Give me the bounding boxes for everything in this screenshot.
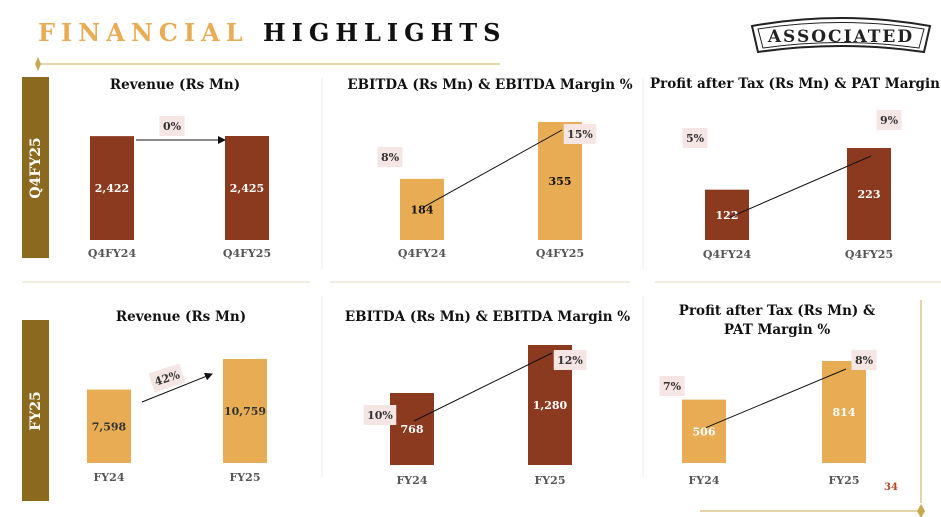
bar-q4fy25 <box>225 136 269 240</box>
margin-label: 12% <box>557 354 583 367</box>
growth-label: 0% <box>163 120 182 133</box>
section-label-fy-text: FY25 <box>27 390 44 431</box>
chart-q4-ebitda: 184 Q4FY24 355 Q4FY25 8% 15% <box>377 122 597 260</box>
page-number: 34 <box>884 482 898 493</box>
chart-fy-pat: 506 FY24 814 FY25 7% 8% <box>659 350 877 487</box>
company-logo: ASSOCIATED <box>750 17 932 54</box>
margin-label: 15% <box>567 128 593 141</box>
bar-value-label: 2,422 <box>95 182 129 195</box>
margin-label-bg <box>682 128 708 148</box>
bar-value-label: 2,425 <box>230 182 264 195</box>
margin-label-group: 12% <box>553 350 587 370</box>
margin-label: 5% <box>686 132 705 145</box>
margin-trend-line <box>728 155 872 219</box>
margin-label: 8% <box>381 151 400 164</box>
bar-q4fy24 <box>400 178 444 240</box>
margin-label-bg <box>851 350 877 370</box>
margin-label-group: 10% <box>363 405 397 425</box>
margin-label-group: 8% <box>377 147 403 167</box>
margin-label-group: 7% <box>659 376 685 396</box>
chart-title-fy-ebitda: EBITDA (Rs Mn) & EBITDA Margin % <box>344 309 631 325</box>
category-label: Q4FY24 <box>398 247 447 260</box>
bar-q4fy24 <box>705 189 749 240</box>
section-label-q4-text: Q4FY25 <box>27 136 44 199</box>
category-label: FY25 <box>829 474 860 487</box>
bar-value-label: 1,280 <box>533 399 568 412</box>
margin-trend-line <box>423 129 563 208</box>
category-label: Q4FY25 <box>536 247 584 260</box>
growth-label-bg <box>159 116 185 136</box>
category-label: FY25 <box>535 474 566 487</box>
margin-label-bg <box>363 405 397 425</box>
growth-arrow <box>141 372 213 403</box>
bar-q4fy24 <box>90 136 134 240</box>
category-label: Q4FY25 <box>845 248 893 261</box>
bar-value-label: 7,598 <box>92 420 127 433</box>
bar-fy25 <box>822 361 866 463</box>
bar-value-label: 122 <box>716 209 739 222</box>
page-title-part2: HIGHLIGHTS <box>262 18 507 47</box>
section-label-fy: FY25 <box>22 320 49 501</box>
chart-title-q4-revenue: Revenue (Rs Mn) <box>109 77 241 93</box>
category-label: Q4FY25 <box>223 247 271 260</box>
bar-fy24 <box>682 399 726 463</box>
growth-label-group: 0% <box>159 116 185 136</box>
margin-trend-line <box>705 368 847 429</box>
margin-label-group: 9% <box>876 110 902 130</box>
margin-label: 8% <box>855 354 874 367</box>
bar-fy24 <box>87 389 131 463</box>
bar-value-label: 768 <box>401 423 424 436</box>
category-label: FY24 <box>94 471 125 484</box>
page-title-part1: FINANCIAL <box>38 18 249 47</box>
category-label: FY24 <box>689 474 720 487</box>
margin-label-bg <box>553 350 587 370</box>
margin-label-bg <box>563 124 597 144</box>
margin-label-group: 5% <box>682 128 708 148</box>
margin-label: 9% <box>880 114 899 127</box>
chart-title-fy-revenue: Revenue (Rs Mn) <box>115 309 247 325</box>
margin-label: 10% <box>367 409 393 422</box>
bar-value-label: 223 <box>858 188 881 201</box>
page-title: FINANCIAL HIGHLIGHTS <box>38 18 507 47</box>
category-label: FY25 <box>230 471 261 484</box>
margin-label-group: 15% <box>563 124 597 144</box>
section-label-q4: Q4FY25 <box>22 77 49 258</box>
chart-title-q4-pat: Profit after Tax (Rs Mn) & PAT Margin % <box>650 76 940 92</box>
margin-label: 7% <box>663 380 682 393</box>
category-label: Q4FY24 <box>88 247 137 260</box>
logo-text: ASSOCIATED <box>767 27 914 47</box>
bar-value-label: 184 <box>411 203 434 216</box>
chart-fy-revenue: 7,598 FY24 10,759 FY25 42% <box>87 359 267 484</box>
growth-label-bg <box>148 363 186 393</box>
margin-label-bg <box>377 147 403 167</box>
chart-title-q4-ebitda: EBITDA (Rs Mn) & EBITDA Margin % <box>347 77 633 93</box>
bar-fy24 <box>390 393 434 465</box>
bar-value-label: 814 <box>833 406 856 419</box>
bar-value-label: 10,759 <box>224 405 266 418</box>
chart-title-fy-pat: Profit after Tax (Rs Mn) & PAT Margin % <box>678 303 876 338</box>
bar-fy25 <box>223 359 267 463</box>
margin-label-bg <box>659 376 685 396</box>
margin-label-bg <box>876 110 902 130</box>
margin-trend-line <box>413 352 553 422</box>
bar-value-label: 506 <box>693 425 716 438</box>
category-label: Q4FY24 <box>703 248 752 261</box>
category-label: FY24 <box>397 474 428 487</box>
chart-q4-revenue: 2,422 Q4FY24 2,425 Q4FY25 0% <box>88 116 271 260</box>
chart-fy-ebitda: 768 FY24 1,280 FY25 10% 12% <box>363 345 587 487</box>
growth-label-group: 42% <box>148 363 186 393</box>
chart-q4-pat: 122 Q4FY24 223 Q4FY25 5% 9% <box>682 110 902 261</box>
bar-value-label: 355 <box>549 175 572 188</box>
margin-label-group: 8% <box>851 350 877 370</box>
